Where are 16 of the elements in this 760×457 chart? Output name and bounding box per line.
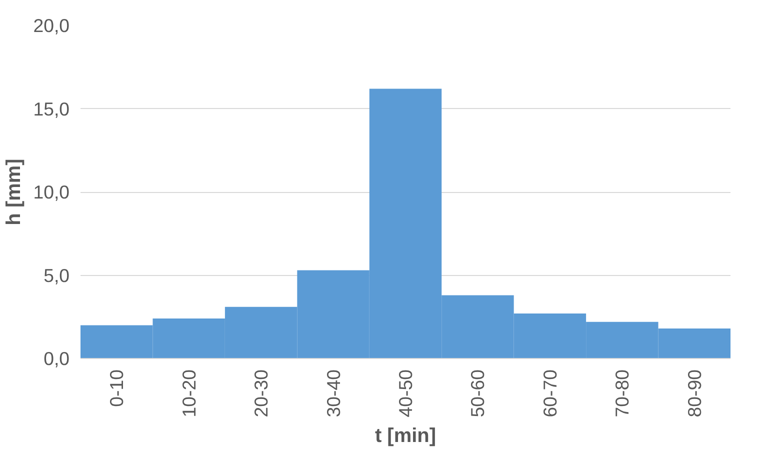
x-tick-label: 20-30 [250, 369, 272, 418]
x-tick-label: 70-80 [612, 369, 633, 418]
x-tick-label: 50-60 [467, 369, 488, 418]
x-tick-label: 80-90 [684, 369, 705, 418]
x-tick-label: 30-40 [322, 369, 344, 418]
x-tick-label: 40-50 [395, 369, 416, 418]
x-tick-label: 60-70 [539, 369, 560, 418]
y-tick-label: 15,0 [33, 98, 70, 120]
x-axis-title: t [min] [374, 425, 436, 448]
x-tick-label: 0-10 [106, 369, 128, 407]
y-tick-label: 0,0 [44, 348, 70, 369]
y-tick-label: 20,0 [33, 15, 70, 36]
y-tick-label: 10,0 [33, 182, 70, 202]
x-tick-label: 10-20 [178, 369, 200, 418]
y-tick-label: 5,0 [44, 264, 70, 286]
y-axis-title: h [mm] [3, 158, 26, 226]
